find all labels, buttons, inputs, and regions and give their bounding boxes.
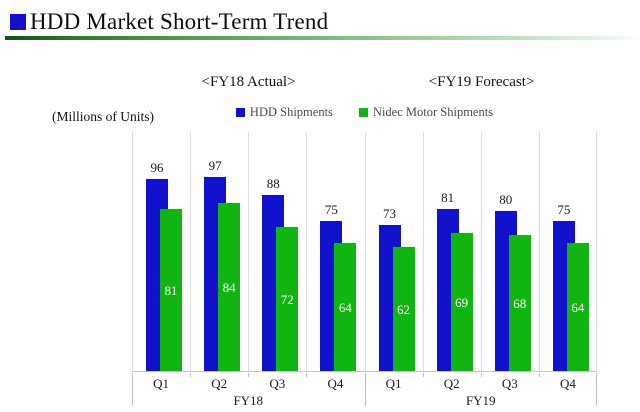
bar-value-label: 73 [383, 206, 396, 221]
bar-nidec-Q2 [218, 203, 241, 371]
axis-label-q2: Q2 [443, 376, 460, 391]
title-row: HDD Market Short-Term Trend [10, 9, 328, 35]
gridline [596, 132, 597, 371]
legend-swatch-icon [358, 108, 368, 117]
category-tick [248, 373, 249, 377]
bar-value-label: 84 [222, 280, 236, 295]
bar-value-label: 64 [338, 300, 352, 315]
gridline [132, 132, 133, 371]
gridline [481, 132, 482, 371]
bar-value-label: 68 [513, 296, 527, 311]
bar-nidec-Q2 [450, 233, 473, 371]
bar-nidec-Q1 [160, 209, 182, 371]
bar-nidec-Q3 [276, 227, 299, 371]
bar-value-label: 75 [557, 202, 571, 217]
title-underline [5, 36, 640, 40]
bar-value-label: 75 [324, 202, 338, 217]
chart-legend: HDD Shipments Nidec Motor Shipments [132, 105, 597, 120]
bar-value-label: 80 [499, 192, 513, 207]
bar-chart-plot: 96 97 88 75 73 81 80 75 81 84 72 64 62 69 68 64 [132, 132, 597, 372]
bar-value-label: 64 [571, 300, 585, 315]
group-boundary-tick [365, 373, 366, 406]
category-tick [423, 373, 424, 377]
axis-label-q3: Q3 [269, 376, 286, 391]
title-bullet-icon [10, 14, 26, 30]
gridline [365, 132, 366, 371]
axis-group-label-fy19: FY19 [465, 393, 496, 408]
axis-group-label-fy18: FY18 [233, 393, 264, 408]
bar-value-label: 62 [397, 302, 410, 317]
bar-value-label: 96 [150, 160, 164, 175]
bar-value-label: 88 [266, 176, 280, 191]
bar-value-label: 81 [164, 283, 178, 298]
legend-swatch-icon [235, 108, 245, 117]
axis-label-q4: Q4 [327, 376, 344, 391]
gridline [306, 132, 307, 371]
bar-value-label: 69 [455, 295, 469, 310]
axis-label-q1: Q1 [153, 376, 169, 391]
legend-item: Nidec Motor Shipments [358, 105, 494, 120]
category-axis: Q1 Q2 Q3 Q4 Q1 Q2 Q3 Q4 FY18 FY19 [132, 373, 597, 412]
page-title: HDD Market Short-Term Trend [30, 9, 329, 34]
bar-nidec-Q4 [334, 243, 357, 371]
section-header-fy18-actual: <FY18 Actual> [201, 74, 296, 90]
axis-label-q4: Q4 [559, 376, 576, 391]
axis-label-q3: Q3 [501, 376, 518, 391]
category-tick [539, 373, 540, 377]
bar-nidec-Q3 [508, 235, 531, 371]
section-header-fy19-forecast: <FY19 Forecast> [428, 74, 535, 90]
category-tick [481, 373, 482, 377]
legend-item: HDD Shipments [235, 105, 333, 120]
bar-value-label: 97 [208, 158, 222, 173]
legend-label: Nidec Motor Shipments [372, 105, 494, 119]
gridline [423, 132, 424, 371]
category-tick [190, 373, 191, 377]
bar-nidec-Q4 [566, 243, 589, 371]
units-label: (Millions of Units) [52, 109, 155, 124]
legend-label: HDD Shipments [249, 105, 333, 119]
axis-label-q1: Q1 [385, 376, 402, 391]
bar-nidec-Q1 [392, 247, 415, 371]
gridline [190, 132, 191, 371]
axis-label-q2: Q2 [211, 376, 228, 391]
category-tick [306, 373, 307, 377]
gridline [539, 132, 540, 371]
bar-value-label: 72 [280, 292, 294, 307]
group-boundary-tick [596, 373, 597, 406]
bar-value-label: 81 [441, 190, 455, 205]
gridline [248, 132, 249, 371]
group-boundary-tick [132, 373, 133, 406]
